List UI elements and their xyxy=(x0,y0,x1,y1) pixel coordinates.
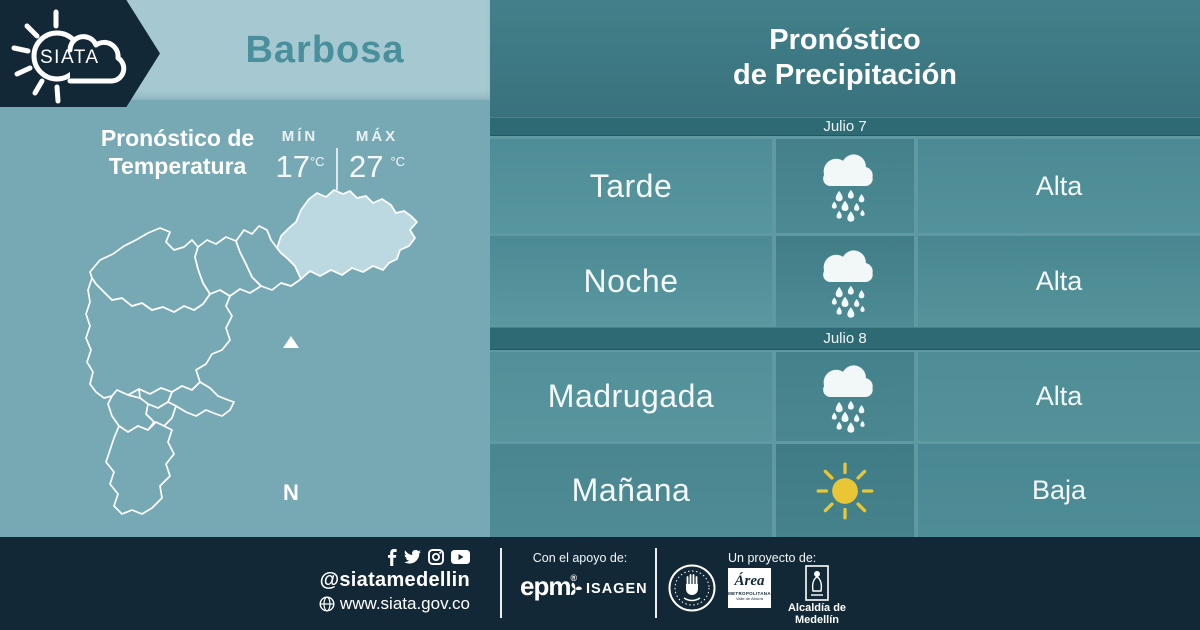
municipality-shape-barbosa xyxy=(276,189,418,280)
forecast-row-madrugada: Madrugada xyxy=(490,352,1200,441)
forecast-row-noche: Noche xyxy=(490,236,1200,327)
footer: @siatamedellin www.siata.gov.co Con el a… xyxy=(0,537,1200,630)
support-label: Con el apoyo de: xyxy=(532,551,628,565)
sun-icon xyxy=(816,462,874,519)
max-label: MÁX xyxy=(355,128,399,145)
date-band-julio7: Julio 7 xyxy=(490,117,1200,136)
epm-registered-mark: ® xyxy=(570,573,578,583)
area-logo-script: Área xyxy=(734,573,765,589)
medellin-seal-logo xyxy=(667,563,717,618)
precipitation-header: Pronóstico de Precipitación xyxy=(490,0,1200,117)
period-cell: Tarde xyxy=(490,139,772,233)
max-temperature: MÁX 27 °C xyxy=(342,128,412,185)
raindrops-icon xyxy=(831,400,865,433)
max-number: 27 xyxy=(348,149,384,184)
period-cell: Noche xyxy=(490,236,772,327)
min-value: 17°C xyxy=(267,149,333,185)
rain-cloud-icon xyxy=(823,154,873,222)
north-label: N xyxy=(283,480,299,505)
level-label: Alta xyxy=(1035,381,1083,411)
temperature-divider xyxy=(336,148,338,190)
condition-cell xyxy=(776,352,914,441)
raindrops-icon xyxy=(831,285,865,318)
precipitation-title-line1: Pronóstico xyxy=(769,24,921,56)
area-metropolitana-logo: Área METROPOLITANA Valle de Aburrá xyxy=(728,568,771,608)
min-unit: °C xyxy=(309,154,325,169)
twitter-icon[interactable] xyxy=(404,550,421,564)
isagen-pinwheel-icon xyxy=(570,582,582,596)
globe-icon xyxy=(319,596,335,612)
area-logo-subcaption: Valle de Aburrá xyxy=(735,596,764,601)
north-indicator: N xyxy=(272,332,310,505)
condition-cell xyxy=(776,236,914,327)
level-cell: Alta xyxy=(918,236,1200,327)
siata-logo-badge: SIATA xyxy=(0,0,160,107)
min-temperature: MÍN 17°C xyxy=(267,128,333,185)
max-value: 27 °C xyxy=(342,149,412,185)
rain-cloud-icon xyxy=(823,364,873,433)
social-icons xyxy=(388,548,470,566)
period-cell: Mañana xyxy=(490,444,772,537)
max-unit: °C xyxy=(390,154,406,169)
rain-cloud-icon xyxy=(823,249,873,318)
level-cell: Alta xyxy=(918,352,1200,441)
siata-logo-text: SIATA xyxy=(40,47,100,68)
municipality-name: Barbosa xyxy=(245,28,405,71)
youtube-icon[interactable] xyxy=(451,550,470,564)
instagram-icon[interactable] xyxy=(428,549,444,565)
social-block: @siatamedellin www.siata.gov.co xyxy=(319,548,470,614)
level-label: Alta xyxy=(1035,170,1083,201)
temperature-title: Pronóstico de Temperatura xyxy=(80,124,275,180)
aburra-valley-map xyxy=(85,189,418,515)
condition-cell xyxy=(776,139,914,233)
period-label: Mañana xyxy=(571,472,691,508)
isagen-logo: ISAGEN xyxy=(567,581,648,597)
epm-logo-text: epm xyxy=(520,571,571,601)
municipality-shape xyxy=(194,236,262,297)
isagen-logo-text: ISAGEN xyxy=(586,581,648,597)
level-cell: Alta xyxy=(918,139,1200,233)
social-handle[interactable]: @siatamedellin xyxy=(319,569,470,591)
temperature-map-panel: Pronóstico de Temperatura MÍN 17°C MÁX 2… xyxy=(0,100,490,537)
raindrops-icon xyxy=(831,189,865,222)
temperature-title-line2: Temperatura xyxy=(108,153,247,179)
level-label: Alta xyxy=(1035,266,1083,296)
period-label: Noche xyxy=(583,263,679,299)
area-logo-caption: METROPOLITANA xyxy=(728,591,771,596)
condition-cell xyxy=(776,444,914,537)
project-label: Un proyecto de: xyxy=(728,551,817,565)
forecast-row-tarde: Tarde xyxy=(490,139,1200,233)
footer-divider xyxy=(500,548,502,618)
siata-logo: SIATA xyxy=(11,9,127,104)
forecast-row-manana: Mañana Baja xyxy=(490,444,1200,537)
temperature-title-line1: Pronóstico de xyxy=(100,125,255,151)
municipality-shape xyxy=(167,381,235,417)
facebook-icon[interactable] xyxy=(388,548,397,566)
min-label: MÍN xyxy=(281,128,319,145)
footer-divider xyxy=(655,548,657,618)
period-label: Madrugada xyxy=(547,378,715,414)
cloud-icon xyxy=(67,34,127,84)
alcaldia-medellin-logo xyxy=(805,565,829,606)
level-label: Baja xyxy=(1031,475,1087,505)
period-label: Tarde xyxy=(589,167,673,204)
sun-rays-icon xyxy=(11,9,61,104)
website-row[interactable]: www.siata.gov.co xyxy=(319,594,470,614)
epm-logo: epm® xyxy=(520,571,577,602)
municipality-shape xyxy=(105,421,175,515)
date-band-julio8: Julio 8 xyxy=(490,327,1200,350)
precipitation-title-line2: de Precipitación xyxy=(732,59,957,91)
north-arrow-icon xyxy=(283,336,299,348)
alcaldia-caption: Alcaldía de Medellín xyxy=(787,602,847,626)
min-number: 17 xyxy=(275,149,310,184)
period-cell: Madrugada xyxy=(490,352,772,441)
website-url[interactable]: www.siata.gov.co xyxy=(339,594,470,613)
level-cell: Baja xyxy=(918,444,1200,537)
